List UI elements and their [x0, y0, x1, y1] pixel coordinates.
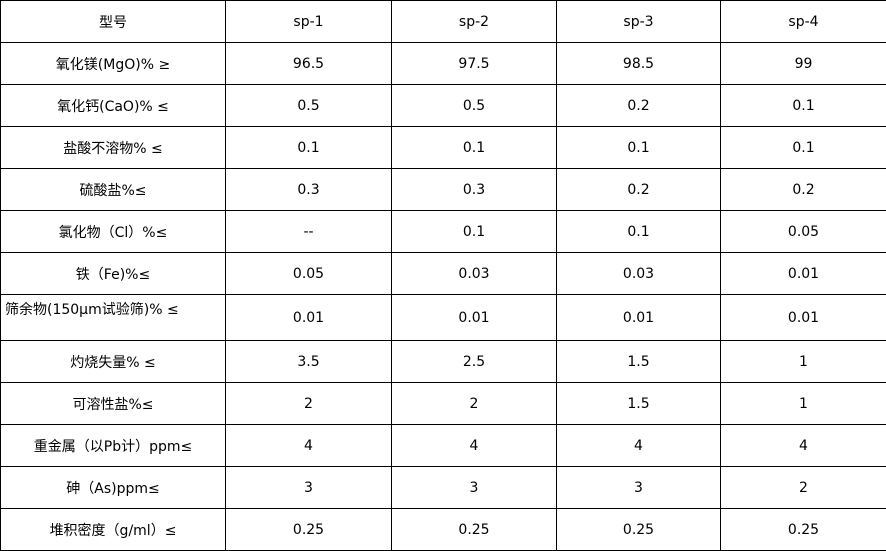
row-label: 可溶性盐%≤: [1, 383, 226, 425]
value-cell-sp1: 3.5: [226, 341, 392, 383]
value-cell-sp2: 0.3: [392, 169, 557, 211]
row-label: 灼烧失量% ≤: [1, 341, 226, 383]
row-label: 盐酸不溶物% ≤: [1, 127, 226, 169]
header-cell-sp1: sp-1: [226, 1, 392, 43]
value-cell-sp4: 1: [721, 341, 886, 383]
value-cell-sp2: 4: [392, 425, 557, 467]
value-cell-sp2: 0.01: [392, 295, 557, 341]
value-cell-sp1: 2: [226, 383, 392, 425]
value-cell-sp3: 0.03: [557, 253, 721, 295]
header-cell-sp4: sp-4: [721, 1, 886, 43]
value-cell-sp2: 0.03: [392, 253, 557, 295]
value-cell-sp3: 4: [557, 425, 721, 467]
header-cell-sp3: sp-3: [557, 1, 721, 43]
value-cell-sp4: 0.1: [721, 85, 886, 127]
value-cell-sp3: 0.1: [557, 127, 721, 169]
row-label: 氧化镁(MgO)% ≥: [1, 43, 226, 85]
value-cell-sp1: --: [226, 211, 392, 253]
value-cell-sp2: 0.1: [392, 211, 557, 253]
value-cell-sp1: 96.5: [226, 43, 392, 85]
value-cell-sp3: 0.2: [557, 169, 721, 211]
value-cell-sp2: 0.25: [392, 509, 557, 551]
value-cell-sp4: 0.01: [721, 295, 886, 341]
value-cell-sp4: 0.2: [721, 169, 886, 211]
value-cell-sp1: 0.5: [226, 85, 392, 127]
value-cell-sp4: 0.25: [721, 509, 886, 551]
value-cell-sp2: 3: [392, 467, 557, 509]
value-cell-sp3: 0.01: [557, 295, 721, 341]
value-cell-sp2: 2.5: [392, 341, 557, 383]
value-cell-sp4: 4: [721, 425, 886, 467]
row-label: 堆积密度（g/ml）≤: [1, 509, 226, 551]
value-cell-sp2: 97.5: [392, 43, 557, 85]
header-cell-sp2: sp-2: [392, 1, 557, 43]
row-label: 硫酸盐%≤: [1, 169, 226, 211]
value-cell-sp2: 0.1: [392, 127, 557, 169]
row-label: 砷（As)ppm≤: [1, 467, 226, 509]
value-cell-sp1: 0.3: [226, 169, 392, 211]
value-cell-sp3: 1.5: [557, 383, 721, 425]
value-cell-sp2: 2: [392, 383, 557, 425]
row-label: 氯化物（Cl）%≤: [1, 211, 226, 253]
row-label: 重金属（以Pb计）ppm≤: [1, 425, 226, 467]
value-cell-sp2: 0.5: [392, 85, 557, 127]
value-cell-sp3: 0.25: [557, 509, 721, 551]
value-cell-sp3: 0.1: [557, 211, 721, 253]
value-cell-sp3: 0.2: [557, 85, 721, 127]
value-cell-sp3: 98.5: [557, 43, 721, 85]
value-cell-sp1: 3: [226, 467, 392, 509]
value-cell-sp4: 2: [721, 467, 886, 509]
row-label: 筛余物(150μm试验筛)% ≤: [1, 295, 226, 341]
value-cell-sp4: 1: [721, 383, 886, 425]
value-cell-sp3: 3: [557, 467, 721, 509]
value-cell-sp1: 0.05: [226, 253, 392, 295]
header-row: 型号 sp-1 sp-2 sp-3 sp-4: [1, 1, 886, 43]
value-cell-sp1: 4: [226, 425, 392, 467]
value-cell-sp4: 0.05: [721, 211, 886, 253]
row-label: 铁（Fe)%≤: [1, 253, 226, 295]
value-cell-sp1: 0.25: [226, 509, 392, 551]
value-cell-sp4: 0.1: [721, 127, 886, 169]
value-cell-sp1: 0.1: [226, 127, 392, 169]
row-label: 氧化钙(CaO)% ≤: [1, 85, 226, 127]
header-cell-model: 型号: [1, 1, 226, 43]
value-cell-sp3: 1.5: [557, 341, 721, 383]
value-cell-sp1: 0.01: [226, 295, 392, 341]
value-cell-sp4: 99: [721, 43, 886, 85]
value-cell-sp4: 0.01: [721, 253, 886, 295]
